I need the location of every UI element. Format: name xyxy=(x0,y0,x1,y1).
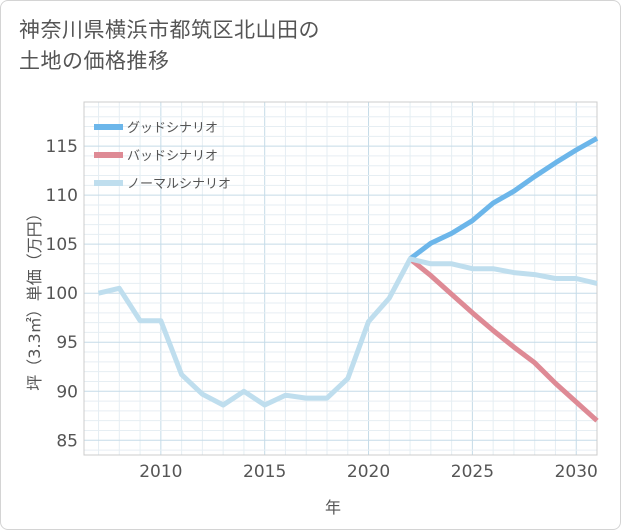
x-tick-label: 2030 xyxy=(555,462,598,482)
y-tick-label: 90 xyxy=(56,382,78,402)
chart-title-line-1: 神奈川県横浜市都筑区北山田の xyxy=(19,18,320,42)
y-tick-labels: 85 90 95 100 105 110 115 xyxy=(46,137,78,451)
chart-title: 神奈川県横浜市都筑区北山田の 土地の価格推移 xyxy=(19,15,320,77)
x-tick-label: 2025 xyxy=(451,462,494,482)
series-lines xyxy=(97,136,599,423)
x-tick-labels: 2010 2015 2020 2025 2030 xyxy=(139,462,598,482)
y-axis-title: 坪（3.3㎡）単価（万円） xyxy=(25,205,44,390)
legend-label: グッドシナリオ xyxy=(127,121,218,136)
x-tick-label: 2020 xyxy=(347,462,390,482)
series-line-bad xyxy=(408,256,599,423)
plot-area-frame xyxy=(83,101,598,456)
x-tick-label: 2015 xyxy=(243,462,286,482)
series-line-good xyxy=(408,136,599,261)
series-line-normal xyxy=(97,256,598,408)
y-tick-label: 85 xyxy=(56,431,78,451)
x-tick-label: 2010 xyxy=(139,462,182,482)
grid-lines xyxy=(84,102,598,455)
legend-label: ノーマルシナリオ xyxy=(127,177,231,192)
chart-title-line-2: 土地の価格推移 xyxy=(19,49,170,73)
y-tick-label: 105 xyxy=(46,235,78,255)
x-axis-title: 年 xyxy=(325,498,341,517)
y-tick-label: 110 xyxy=(46,186,78,206)
y-tick-label: 95 xyxy=(56,333,78,353)
y-tick-label: 100 xyxy=(46,284,78,304)
y-tick-label: 115 xyxy=(46,137,78,157)
legend-label: バッドシナリオ xyxy=(127,149,218,164)
